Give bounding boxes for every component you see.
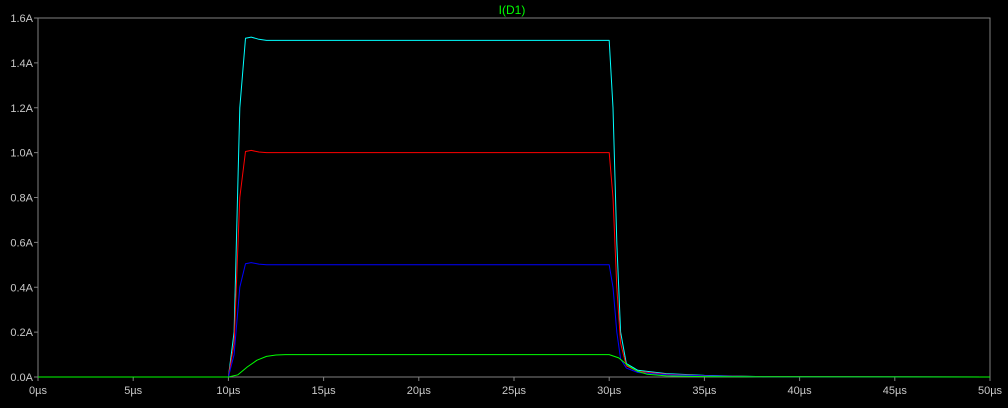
x-tick-label: 50µs [978, 385, 1003, 397]
x-tick-label: 35µs [692, 385, 717, 397]
y-tick-label: 1.2A [10, 103, 33, 115]
y-tick-label: 1.6A [10, 13, 33, 25]
series-line-0 [38, 36, 991, 378]
series-line-2 [38, 262, 991, 378]
x-tick-label: 25µs [502, 385, 527, 397]
x-tick-label: 0µs [29, 385, 47, 397]
x-tick-label: 10µs [216, 385, 241, 397]
series-line-3 [38, 354, 991, 378]
y-tick-label: 0.0A [10, 372, 33, 384]
y-tick-label: 0.4A [10, 282, 33, 294]
x-tick-label: 5µs [124, 385, 142, 397]
y-tick-label: 0.2A [10, 327, 33, 339]
x-tick-label: 40µs [788, 385, 813, 397]
x-tick-label: 30µs [597, 385, 622, 397]
x-tick-label: 20µs [407, 385, 432, 397]
x-tick-label: 45µs [883, 385, 908, 397]
chart-title: I(D1) [499, 3, 526, 17]
plot-area [37, 17, 991, 378]
series-line-1 [38, 149, 991, 378]
axis-ticks [34, 17, 991, 381]
series-lines [38, 36, 991, 378]
y-tick-label: 0.8A [10, 193, 33, 205]
y-tick-label: 1.4A [10, 58, 33, 70]
x-tick-label: 15µs [312, 385, 337, 397]
y-tick-label: 0.6A [10, 237, 33, 249]
axis-tick-labels: 0µs 5µs 10µs 15µs 20µs 25µs 30µs 35µs 40µs 45µs 50… [10, 13, 1002, 397]
y-tick-label: 1.0A [10, 148, 33, 160]
